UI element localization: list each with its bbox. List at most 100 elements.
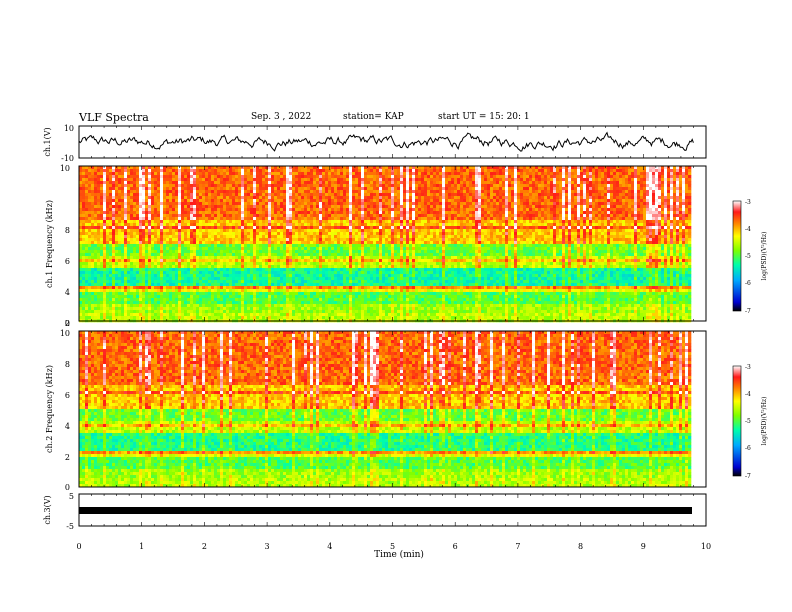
spectrogram-cell xyxy=(376,190,379,193)
spectrogram-cell xyxy=(271,226,274,229)
spectrogram-cell xyxy=(469,226,472,229)
spectrogram-cell xyxy=(463,232,466,235)
spectrogram-cell xyxy=(328,175,331,178)
spectrogram-cell xyxy=(202,217,205,220)
spectrogram-cell xyxy=(352,196,355,199)
spectrogram-cell xyxy=(601,169,604,172)
spectrogram-cell xyxy=(340,169,343,172)
spectrogram-cell xyxy=(271,217,274,220)
spectrogram-cell xyxy=(436,190,439,193)
spectrogram-cell xyxy=(532,172,535,175)
spectrogram-cell xyxy=(274,172,277,175)
spectrogram-cell xyxy=(172,175,175,178)
spectrogram-cell xyxy=(535,217,538,220)
spectrogram-cell xyxy=(538,193,541,196)
spectrogram-cell xyxy=(226,229,229,232)
spectrogram-cell xyxy=(664,226,667,229)
spectrogram-cell xyxy=(661,178,664,181)
spectrogram-cell xyxy=(184,220,187,223)
spectrogram-cell xyxy=(346,229,349,232)
spectrogram-cell xyxy=(127,181,130,184)
spectrogram-cell xyxy=(421,193,424,196)
spectrogram-cell xyxy=(346,202,349,205)
spectrogram-cell xyxy=(274,205,277,208)
spectrogram-cell xyxy=(139,208,142,211)
spectrogram-cell xyxy=(196,169,199,172)
spectrogram-cell xyxy=(178,205,181,208)
spectrogram-cell xyxy=(355,214,358,217)
spectrogram-cell xyxy=(292,178,295,181)
spectrogram-cell xyxy=(106,211,109,214)
spectrogram-cell xyxy=(394,190,397,193)
spectrogram-cell xyxy=(127,184,130,187)
spectrogram-cell xyxy=(388,211,391,214)
spectrogram-cell xyxy=(355,205,358,208)
spectrogram-cell xyxy=(370,205,373,208)
spectrogram-cell xyxy=(283,226,286,229)
spectrogram-cell xyxy=(445,187,448,190)
spectrogram-cell xyxy=(256,235,259,238)
spectrogram-cell xyxy=(583,208,586,211)
spectrogram-cell xyxy=(451,199,454,202)
spectrogram-cell xyxy=(439,232,442,235)
spectrogram-cell xyxy=(175,187,178,190)
spectrogram-cell xyxy=(481,187,484,190)
spectrogram-cell xyxy=(553,196,556,199)
spectrogram-cell xyxy=(538,223,541,226)
spectrogram-cell xyxy=(529,214,532,217)
spectrogram-cell xyxy=(163,208,166,211)
spectrogram-cell xyxy=(202,223,205,226)
spectrogram-cell xyxy=(685,184,688,187)
spectrogram-cell xyxy=(103,205,106,208)
spectrogram-cell xyxy=(394,181,397,184)
spectrogram-cell xyxy=(523,223,526,226)
spectrogram-cell xyxy=(226,226,229,229)
spectrogram-cell xyxy=(250,217,253,220)
spectrogram-cell xyxy=(292,202,295,205)
spectrogram-cell xyxy=(394,187,397,190)
spectrogram-cell xyxy=(550,181,553,184)
spectrogram-cell xyxy=(523,196,526,199)
spectrogram-cell xyxy=(340,193,343,196)
spectrogram-cell xyxy=(406,172,409,175)
spectrogram-cell xyxy=(304,193,307,196)
spectrogram-cell xyxy=(295,175,298,178)
spectrogram-cell xyxy=(469,172,472,175)
spectrogram-cell xyxy=(511,187,514,190)
spectrogram-cell xyxy=(304,178,307,181)
spectrogram-cell xyxy=(631,208,634,211)
spectrogram-cell xyxy=(589,205,592,208)
spectrogram-cell xyxy=(109,181,112,184)
spectrogram-cell xyxy=(157,214,160,217)
spectrogram-cell xyxy=(268,232,271,235)
spectrogram-cell xyxy=(592,190,595,193)
spectrogram-cell xyxy=(223,190,226,193)
spectrogram-cell xyxy=(133,235,136,238)
spectrogram-cell xyxy=(88,172,91,175)
spectrogram-cell xyxy=(664,229,667,232)
spectrogram-cell xyxy=(361,196,364,199)
spectrogram-cell xyxy=(550,217,553,220)
spectrogram-cell xyxy=(496,184,499,187)
spectrogram-cell xyxy=(121,202,124,205)
spectrogram-cell xyxy=(439,205,442,208)
spectrogram-cell xyxy=(157,229,160,232)
spectrogram-cell xyxy=(265,223,268,226)
spectrogram-cell xyxy=(175,217,178,220)
spectrogram-cell xyxy=(328,214,331,217)
spectrogram-cell xyxy=(517,169,520,172)
spectrogram-cell xyxy=(94,172,97,175)
spectrogram-cell xyxy=(280,205,283,208)
spectrogram-cell xyxy=(607,199,610,202)
spectrogram-cell xyxy=(499,187,502,190)
spectrogram-cell xyxy=(496,190,499,193)
spectrogram-cell xyxy=(679,217,682,220)
spectrogram-cell xyxy=(514,211,517,214)
spectrogram-cell xyxy=(322,181,325,184)
spectrogram-cell xyxy=(541,169,544,172)
spectrogram-cell xyxy=(409,226,412,229)
spectrogram-cell xyxy=(640,217,643,220)
spectrogram-cell xyxy=(130,235,133,238)
spectrogram-cell xyxy=(244,229,247,232)
spectrogram-cell xyxy=(181,211,184,214)
